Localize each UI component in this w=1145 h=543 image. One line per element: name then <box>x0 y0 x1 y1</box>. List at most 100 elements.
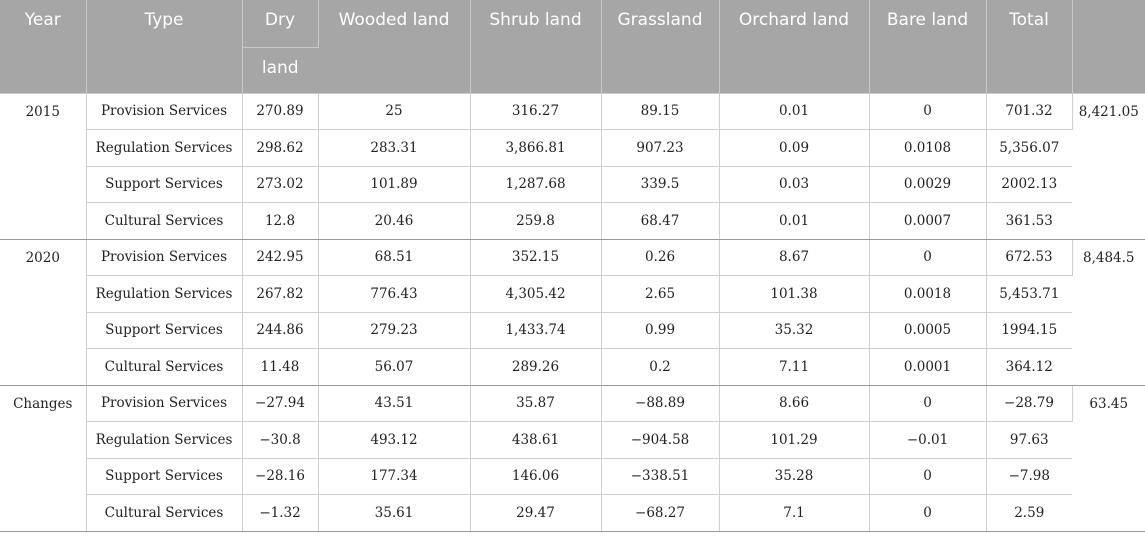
cell-total: −28.79 <box>986 385 1073 422</box>
cell-shrub-land: 316.27 <box>470 92 602 130</box>
cell-grassland: 0.2 <box>601 348 720 386</box>
cell-orchard-land: 0.01 <box>719 202 870 240</box>
cell-bare-land: 0.0007 <box>869 202 987 240</box>
table-row: Cultural Services −1.32 35.61 29.47 −68.27 7.… <box>0 494 1145 532</box>
cell-orchard-land: 35.32 <box>719 312 870 349</box>
cell-type: Provision Services <box>86 92 243 130</box>
cell-dry-land: 244.86 <box>242 312 319 349</box>
cell-shrub-land: 29.47 <box>470 494 602 532</box>
cell-grassland: 68.47 <box>601 202 720 240</box>
cell-orchard-land: 35.28 <box>719 458 870 495</box>
header-year: Year <box>0 0 87 94</box>
cell-shrub-land: 289.26 <box>470 348 602 386</box>
table-row: Cultural Services 11.48 56.07 289.26 0.2 7.11… <box>0 348 1145 386</box>
cell-grassland: 0.26 <box>601 239 720 276</box>
cell-shrub-land: 352.15 <box>470 239 602 276</box>
cell-grassland: 2.65 <box>601 275 720 313</box>
cell-type: Cultural Services <box>86 494 243 532</box>
cell-wooded-land: 283.31 <box>318 129 471 167</box>
cell-type: Support Services <box>86 166 243 203</box>
cell-year: Changes <box>0 385 87 532</box>
cell-total: 5,356.07 <box>986 129 1072 167</box>
cell-bare-land: 0 <box>869 92 987 130</box>
cell-wooded-land: 493.12 <box>318 421 471 459</box>
table-row: 2020 Provision Services 242.95 68.51 352.15 0… <box>0 239 1145 386</box>
cell-grassland: −904.58 <box>601 421 720 459</box>
header-grassland: Grassland <box>601 0 720 94</box>
cell-total: 364.12 <box>986 348 1072 386</box>
cell-type: Regulation Services <box>86 421 243 459</box>
cell-dry-land: −28.16 <box>242 458 319 495</box>
cell-type: Cultural Services <box>86 202 243 240</box>
cell-type: Regulation Services <box>86 275 243 313</box>
cell-dry-land: −27.94 <box>242 385 319 422</box>
table-header: Year Type Dry Wooded land Shrub land Gra… <box>0 0 1145 94</box>
cell-bare-land: 0.0005 <box>869 312 987 349</box>
cell-total: 1994.15 <box>986 312 1072 349</box>
cell-bare-land: 0.0018 <box>869 275 987 313</box>
cell-bare-land: 0.0029 <box>869 166 987 203</box>
table-body: 2015 Provision Services 270.89 25 316.27 89.1… <box>0 92 1145 532</box>
cell-orchard-land: 7.1 <box>719 494 870 532</box>
table-row: Changes Provision Services −27.94 43.51 35.8… <box>0 385 1145 532</box>
cell-wooded-land: 177.34 <box>318 458 471 495</box>
header-wooded-land: Wooded land <box>318 0 471 94</box>
cell-bare-land: 0.0001 <box>869 348 987 386</box>
ecosystem-services-table: Year Type Dry Wooded land Shrub land Gra… <box>0 0 1145 532</box>
header-total: Total <box>986 0 1073 94</box>
cell-grassland: −68.27 <box>601 494 720 532</box>
cell-orchard-land: 0.03 <box>719 166 870 203</box>
cell-shrub-land: 35.87 <box>470 385 602 422</box>
cell-bare-land: 0 <box>869 458 987 495</box>
cell-type: Support Services <box>86 312 243 349</box>
cell-orchard-land: 7.11 <box>719 348 870 386</box>
cell-wooded-land: 101.89 <box>318 166 471 203</box>
cell-bare-land: 0 <box>869 239 987 276</box>
cell-total: 5,453.71 <box>986 275 1072 313</box>
cell-wooded-land: 776.43 <box>318 275 471 313</box>
cell-dry-land: 11.48 <box>242 348 319 386</box>
header-type: Type <box>86 0 243 94</box>
table-row: Support Services 244.86 279.23 1,433.74 0.99… <box>0 312 1145 349</box>
cell-orchard-land: 8.67 <box>719 239 870 276</box>
cell-shrub-land: 438.61 <box>470 421 602 459</box>
table-row: Regulation Services 267.82 776.43 4,305.42 2… <box>0 275 1145 313</box>
cell-type: Support Services <box>86 458 243 495</box>
cell-total: 701.32 <box>986 92 1073 130</box>
cell-dry-land: 12.8 <box>242 202 319 240</box>
table-row: Support Services 273.02 101.89 1,287.68 339.… <box>0 166 1145 203</box>
cell-wooded-land: 68.51 <box>318 239 471 276</box>
cell-grassland: 907.23 <box>601 129 720 167</box>
cell-bare-land: 0 <box>869 385 987 422</box>
cell-grassland: 339.5 <box>601 166 720 203</box>
cell-total: −7.98 <box>986 458 1072 495</box>
cell-dry-land: 298.62 <box>242 129 319 167</box>
cell-shrub-land: 259.8 <box>470 202 602 240</box>
cell-dry-land: −1.32 <box>242 494 319 532</box>
cell-wooded-land: 25 <box>318 92 471 130</box>
table-row: Regulation Services 298.62 283.31 3,866.81 9… <box>0 129 1145 167</box>
cell-shrub-land: 146.06 <box>470 458 602 495</box>
cell-total: 97.63 <box>986 421 1072 459</box>
cell-orchard-land: 0.01 <box>719 92 870 130</box>
cell-total: 2.59 <box>986 494 1072 532</box>
cell-orchard-land: 8.66 <box>719 385 870 422</box>
cell-grassland: 89.15 <box>601 92 720 130</box>
cell-grand-total: 63.45 <box>1072 385 1145 532</box>
cell-bare-land: 0 <box>869 494 987 532</box>
cell-bare-land: 0.0108 <box>869 129 987 167</box>
cell-wooded-land: 56.07 <box>318 348 471 386</box>
cell-grassland: −88.89 <box>601 385 720 422</box>
cell-orchard-land: 0.09 <box>719 129 870 167</box>
table-row: Regulation Services −30.8 493.12 438.61 −904… <box>0 421 1145 459</box>
cell-dry-land: 270.89 <box>242 92 319 130</box>
cell-type: Provision Services <box>86 385 243 422</box>
cell-dry-land: 273.02 <box>242 166 319 203</box>
cell-shrub-land: 4,305.42 <box>470 275 602 313</box>
cell-wooded-land: 279.23 <box>318 312 471 349</box>
cell-dry-land: 242.95 <box>242 239 319 276</box>
cell-wooded-land: 43.51 <box>318 385 471 422</box>
header-dry-land-line2: land <box>242 47 318 94</box>
cell-year: 2015 <box>0 92 87 240</box>
cell-type: Regulation Services <box>86 129 243 167</box>
